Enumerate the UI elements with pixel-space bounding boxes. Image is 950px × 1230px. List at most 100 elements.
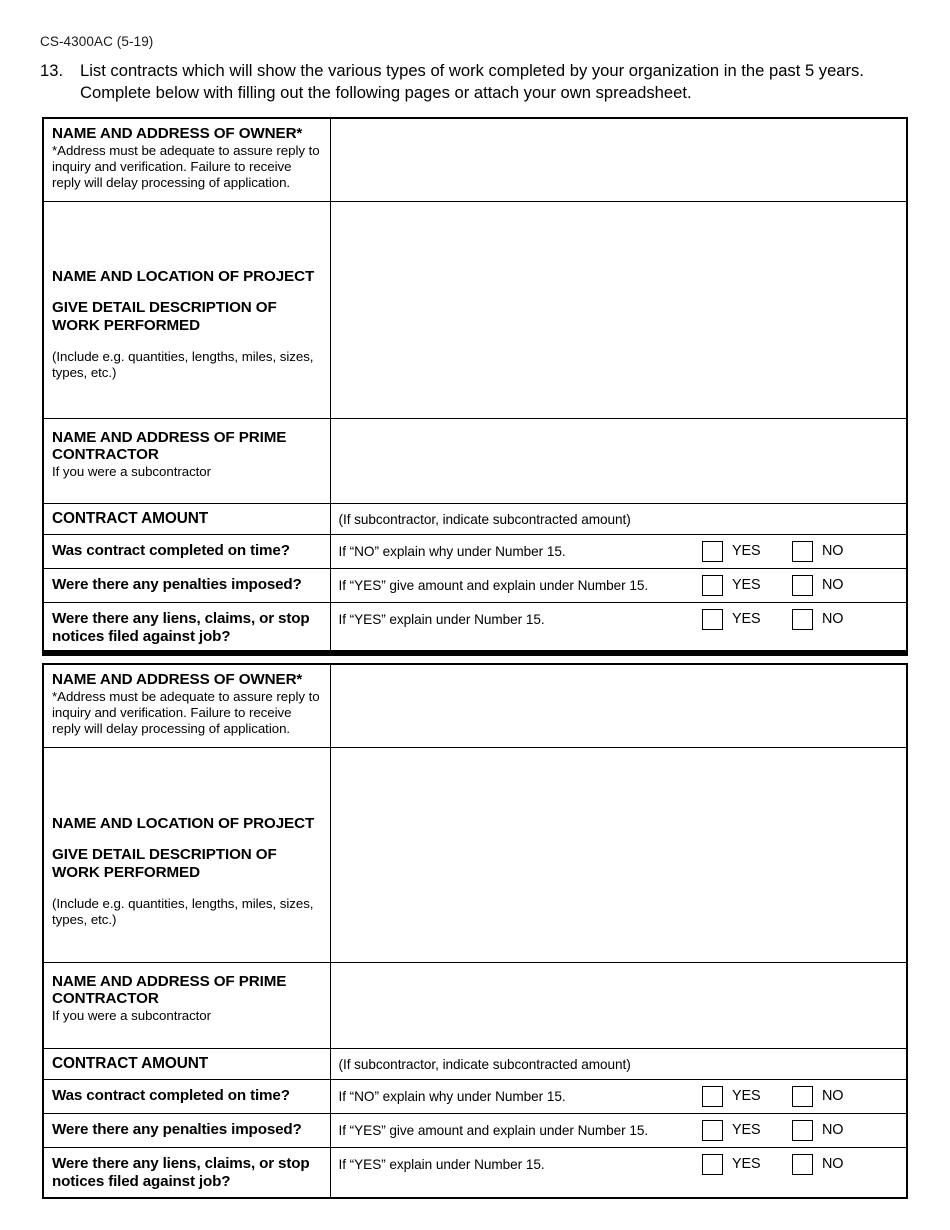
question-3-checkbox-group: YES NO xyxy=(702,1153,898,1175)
question-1-no-label: NO xyxy=(822,543,844,559)
question-3-answer-cell: If “YES” explain under Number 15. YES NO xyxy=(329,601,906,652)
question-2-yes-label: YES xyxy=(732,577,761,593)
table-row: Was contract completed on time? If “NO” … xyxy=(44,1078,906,1114)
question-2-no-option[interactable]: NO xyxy=(792,574,882,596)
contract-entry-block-2: NAME AND ADDRESS OF OWNER* *Address must… xyxy=(42,663,908,1199)
table-row: NAME AND ADDRESS OF PRIME CONTRACTOR If … xyxy=(44,417,906,504)
contract-amount-input-cell-1[interactable]: (If subcontractor, indicate subcontracte… xyxy=(329,502,906,535)
question-1-no-option[interactable]: NO xyxy=(792,540,882,562)
question-2-no-checkbox[interactable] xyxy=(792,1119,813,1141)
owner-title: NAME AND ADDRESS OF OWNER* xyxy=(52,671,303,688)
question-1-no-label: NO xyxy=(822,1088,844,1104)
question-1-answer-cell: If “NO” explain why under Number 15. YES… xyxy=(329,533,906,569)
question-2-answer-cell: If “YES” give amount and explain under N… xyxy=(329,567,906,603)
question-3-yes-label: YES xyxy=(732,1156,761,1172)
table-row: CONTRACT AMOUNT (If subcontractor, indic… xyxy=(44,1047,906,1080)
question-3-no-checkbox[interactable] xyxy=(792,608,813,630)
project-title: NAME AND LOCATION OF PROJECT xyxy=(52,814,315,832)
question-3-yes-label: YES xyxy=(732,611,761,627)
question-3-note: If “YES” explain under Number 15. xyxy=(338,1156,545,1172)
question-3-no-option[interactable]: NO xyxy=(792,1153,882,1175)
instruction-text: List contracts which will show the vario… xyxy=(80,61,864,102)
question-3-yes-checkbox[interactable] xyxy=(702,608,723,630)
owner-title: NAME AND ADDRESS OF OWNER* xyxy=(52,125,303,142)
contract-amount-note: (If subcontractor, indicate subcontracte… xyxy=(338,511,631,527)
instruction-block: 13. List contracts which will show the v… xyxy=(40,60,920,104)
contract-entry-block-1: NAME AND ADDRESS OF OWNER* *Address must… xyxy=(42,117,908,654)
question-2-yes-label: YES xyxy=(732,1122,761,1138)
question-3-label-cell: Were there any liens, claims, or stop no… xyxy=(44,1146,331,1197)
prime-contractor-input-cell-1[interactable] xyxy=(329,417,906,504)
question-1-answer-cell: If “NO” explain why under Number 15. YES… xyxy=(329,1078,906,1114)
question-3-label: Were there any liens, claims, or stop no… xyxy=(52,1154,310,1190)
prime-contractor-input-cell-2[interactable] xyxy=(329,961,906,1049)
question-1-yes-option[interactable]: YES xyxy=(702,540,792,562)
table-row: CONTRACT AMOUNT (If subcontractor, indic… xyxy=(44,502,906,535)
contract-amount-label: CONTRACT AMOUNT xyxy=(52,1054,209,1072)
project-input-cell-2[interactable] xyxy=(329,746,906,963)
form-code: CS-4300AC (5-19) xyxy=(40,34,154,49)
prime-contractor-note: If you were a subcontractor xyxy=(52,464,212,480)
prime-contractor-title: NAME AND ADDRESS OF PRIME CONTRACTOR xyxy=(52,972,287,1008)
table-row: Were there any penalties imposed? If “YE… xyxy=(44,567,906,603)
question-2-no-option[interactable]: NO xyxy=(792,1119,882,1141)
table-row: NAME AND LOCATION OF PROJECT GIVE DETAIL… xyxy=(44,746,906,963)
table-row: NAME AND ADDRESS OF OWNER* *Address must… xyxy=(44,119,906,202)
owner-note: *Address must be adequate to assure repl… xyxy=(52,688,320,737)
prime-contractor-title: NAME AND ADDRESS OF PRIME CONTRACTOR xyxy=(52,428,287,464)
contract-amount-label-cell: CONTRACT AMOUNT xyxy=(44,1047,331,1080)
question-2-yes-option[interactable]: YES xyxy=(702,574,792,596)
question-1-yes-checkbox[interactable] xyxy=(702,1085,723,1107)
question-3-no-label: NO xyxy=(822,1156,844,1172)
question-2-label-cell: Were there any penalties imposed? xyxy=(44,567,331,603)
table-row: NAME AND LOCATION OF PROJECT GIVE DETAIL… xyxy=(44,200,906,419)
work-performed-note: (Include e.g. quantities, lengths, miles… xyxy=(52,896,314,928)
question-1-no-option[interactable]: NO xyxy=(792,1085,882,1107)
project-input-cell-1[interactable] xyxy=(329,200,906,419)
prime-contractor-note: If you were a subcontractor xyxy=(52,1008,212,1024)
question-2-yes-checkbox[interactable] xyxy=(702,574,723,596)
owner-input-cell-2[interactable] xyxy=(329,665,906,748)
contract-amount-note: (If subcontractor, indicate subcontracte… xyxy=(338,1056,631,1072)
question-2-yes-checkbox[interactable] xyxy=(702,1119,723,1141)
owner-label-cell: NAME AND ADDRESS OF OWNER* *Address must… xyxy=(44,665,331,748)
question-1-note: If “NO” explain why under Number 15. xyxy=(338,1088,566,1104)
question-2-yes-option[interactable]: YES xyxy=(702,1119,792,1141)
question-2-no-label: NO xyxy=(822,1122,844,1138)
contract-amount-label: CONTRACT AMOUNT xyxy=(52,509,209,527)
contract-amount-input-cell-2[interactable]: (If subcontractor, indicate subcontracte… xyxy=(329,1047,906,1080)
question-1-label: Was contract completed on time? xyxy=(52,541,290,559)
question-3-yes-option[interactable]: YES xyxy=(702,608,792,630)
question-2-note: If “YES” give amount and explain under N… xyxy=(338,1122,649,1138)
question-1-checkbox-group: YES NO xyxy=(702,1085,898,1107)
work-performed-title: GIVE DETAIL DESCRIPTION OF WORK PERFORME… xyxy=(52,846,277,882)
question-3-label-cell: Were there any liens, claims, or stop no… xyxy=(44,601,331,652)
instruction-number: 13. xyxy=(40,61,64,80)
question-1-yes-option[interactable]: YES xyxy=(702,1085,792,1107)
question-3-yes-option[interactable]: YES xyxy=(702,1153,792,1175)
table-row: NAME AND ADDRESS OF OWNER* *Address must… xyxy=(44,665,906,748)
question-3-no-checkbox[interactable] xyxy=(792,1153,813,1175)
question-3-checkbox-group: YES NO xyxy=(702,608,898,630)
prime-contractor-label-cell: NAME AND ADDRESS OF PRIME CONTRACTOR If … xyxy=(44,417,331,504)
question-3-no-option[interactable]: NO xyxy=(792,608,882,630)
owner-input-cell-1[interactable] xyxy=(329,119,906,202)
question-2-label: Were there any penalties imposed? xyxy=(52,575,302,593)
table-row: Was contract completed on time? If “NO” … xyxy=(44,533,906,569)
owner-note: *Address must be adequate to assure repl… xyxy=(52,142,320,191)
work-performed-title: GIVE DETAIL DESCRIPTION OF WORK PERFORME… xyxy=(52,299,277,335)
question-1-no-checkbox[interactable] xyxy=(792,1085,813,1107)
question-1-yes-label: YES xyxy=(732,1088,761,1104)
question-3-yes-checkbox[interactable] xyxy=(702,1153,723,1175)
question-2-no-checkbox[interactable] xyxy=(792,574,813,596)
question-1-no-checkbox[interactable] xyxy=(792,540,813,562)
question-3-answer-cell: If “YES” explain under Number 15. YES NO xyxy=(329,1146,906,1197)
question-2-label: Were there any penalties imposed? xyxy=(52,1120,302,1138)
question-3-no-label: NO xyxy=(822,611,844,627)
prime-contractor-label-cell: NAME AND ADDRESS OF PRIME CONTRACTOR If … xyxy=(44,961,331,1049)
project-title: NAME AND LOCATION OF PROJECT xyxy=(52,267,315,285)
owner-label-cell: NAME AND ADDRESS OF OWNER* *Address must… xyxy=(44,119,331,202)
table-row: Were there any penalties imposed? If “YE… xyxy=(44,1112,906,1148)
question-1-yes-checkbox[interactable] xyxy=(702,540,723,562)
